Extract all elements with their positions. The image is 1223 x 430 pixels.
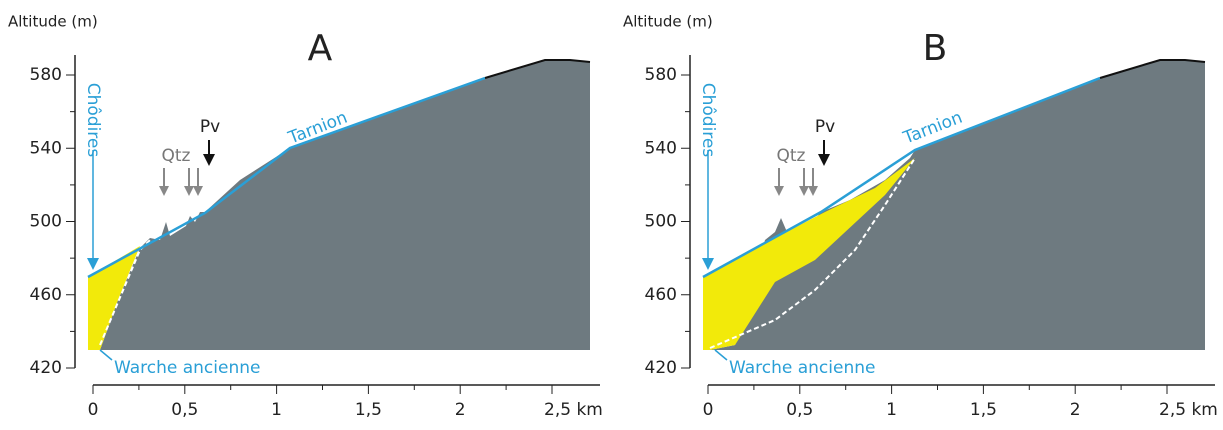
- panel-label: B: [923, 28, 948, 69]
- x-tick-label: 1,5: [970, 400, 997, 420]
- qtz-head: [774, 186, 784, 196]
- x-tick-label: 2,5 km: [544, 400, 603, 420]
- x-tick-label: 2: [455, 400, 466, 420]
- x-tick-label: 0: [703, 400, 714, 420]
- x-tick-label: 2: [1070, 400, 1081, 420]
- bottom-river-label: Warche ancienne: [114, 358, 260, 378]
- x-tick-label: 1: [886, 400, 897, 420]
- y-tick-label: 500: [30, 212, 62, 232]
- qtz-head: [193, 186, 203, 196]
- river-label: Chôdires: [698, 83, 718, 158]
- bottom-arrow: [100, 350, 112, 360]
- qtz-label: Qtz: [777, 146, 806, 166]
- bottom-river-label: Warche ancienne: [729, 358, 875, 378]
- bedrock: [100, 60, 590, 350]
- y-tick-label: 580: [645, 65, 677, 85]
- bottom-arrow: [715, 350, 727, 360]
- y-tick-label: 580: [30, 65, 62, 85]
- qtz-head: [799, 186, 809, 196]
- y-axis-title: Altitude (m): [623, 13, 713, 31]
- y-tick-label: 420: [645, 358, 677, 378]
- y-tick-label: 540: [645, 138, 677, 158]
- arrow-head: [702, 258, 714, 270]
- river-label: Chôdires: [83, 83, 103, 158]
- x-tick-label: 1: [271, 400, 282, 420]
- y-tick-label: 460: [30, 285, 62, 305]
- x-tick-label: 0,5: [171, 400, 198, 420]
- x-tick-label: 2,5 km: [1159, 400, 1218, 420]
- arrow-head: [87, 258, 99, 270]
- y-tick-label: 540: [30, 138, 62, 158]
- bedrock: [710, 60, 1205, 350]
- y-tick-label: 460: [645, 285, 677, 305]
- y-tick-label: 500: [645, 212, 677, 232]
- y-tick-label: 420: [30, 358, 62, 378]
- qtz-head: [808, 186, 818, 196]
- x-tick-label: 0: [88, 400, 99, 420]
- pv-head: [818, 154, 830, 166]
- figure: Altitude (m) A 420 460 500 540 580 0 0,5 1 1,5 2 2,5…: [0, 0, 1223, 430]
- pv-head: [203, 154, 215, 166]
- pv-label: Pv: [200, 117, 220, 137]
- qtz-head: [184, 186, 194, 196]
- qtz-label: Qtz: [162, 146, 191, 166]
- qtz-head: [159, 186, 169, 196]
- y-axis-title: Altitude (m): [8, 13, 98, 31]
- x-tick-label: 0,5: [786, 400, 813, 420]
- panel-label: A: [308, 28, 333, 69]
- x-tick-label: 1,5: [355, 400, 382, 420]
- pv-label: Pv: [815, 117, 835, 137]
- panel: Altitude (m) B 420 460 500 540 580 0 0,5 1 1,5 2 2,5…: [623, 13, 1218, 421]
- panel: Altitude (m) A 420 460 500 540 580 0 0,5 1 1,5 2 2,5…: [8, 13, 603, 421]
